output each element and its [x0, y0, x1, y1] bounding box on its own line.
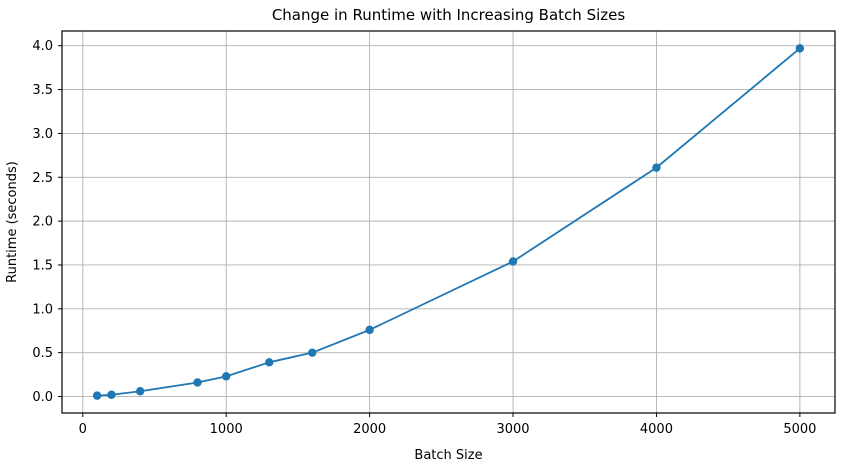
series-layer	[92, 44, 805, 400]
y-tick-label: 3.0	[32, 127, 53, 142]
y-tick-label: 1.5	[32, 258, 53, 273]
y-tick-label: 0.0	[32, 390, 53, 405]
y-axis-label: Runtime (seconds)	[5, 161, 20, 283]
data-point	[795, 44, 805, 53]
data-point	[652, 163, 661, 172]
grid-lines	[62, 31, 835, 413]
data-point	[365, 325, 374, 335]
x-tick-label: 4000	[640, 422, 673, 437]
x-axis-label: Batch Size	[414, 448, 482, 463]
y-tick-label: 1.0	[32, 302, 53, 317]
x-tick-label: 3000	[496, 422, 529, 437]
data-point	[265, 358, 274, 367]
plot-border	[61, 30, 836, 414]
y-tick-label: 2.5	[32, 171, 53, 186]
data-point	[92, 391, 102, 400]
y-tick-label: 3.5	[32, 83, 53, 98]
data-point	[193, 378, 202, 387]
data-point	[135, 387, 145, 396]
data-point	[508, 257, 518, 266]
data-point	[222, 372, 231, 381]
x-tick-label: 2000	[353, 422, 386, 437]
x-tick-label: 0	[79, 422, 87, 437]
y-tick-label: 4.0	[32, 39, 53, 54]
chart-title: Change in Runtime with Increasing Batch …	[272, 6, 626, 24]
data-point	[308, 348, 317, 357]
axis-ticks: 0 1000 2000 3000 4000 5000 0.0 0.5 1.0 1.5 2.0 2.5 3…	[32, 39, 816, 437]
series-line	[96, 47, 801, 397]
data-point	[107, 390, 116, 399]
y-tick-label: 0.5	[32, 346, 53, 361]
y-tick-label: 2.0	[32, 215, 53, 230]
x-tick-label: 5000	[783, 422, 816, 437]
x-tick-label: 1000	[210, 422, 243, 437]
